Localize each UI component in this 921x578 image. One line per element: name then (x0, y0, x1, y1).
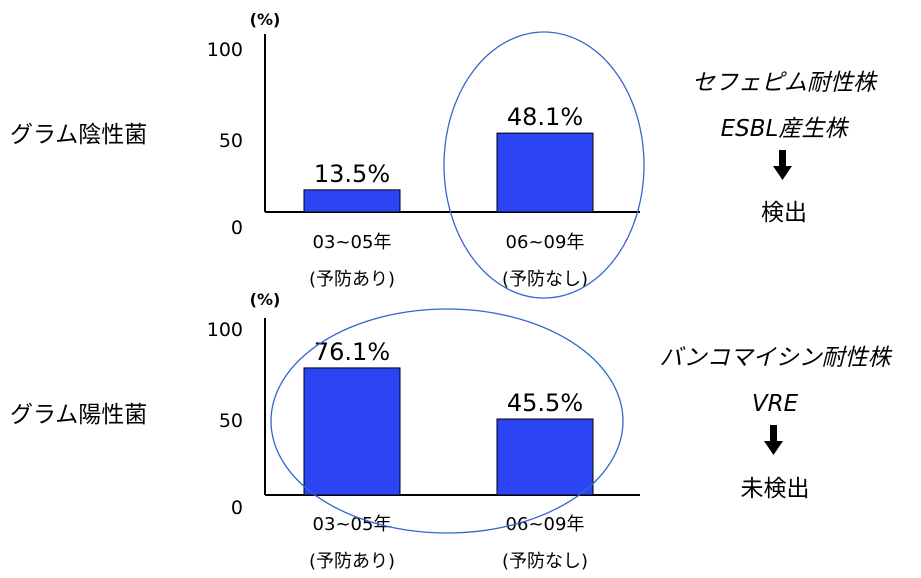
down-arrow-icon (773, 150, 792, 180)
y-tick-label: 100 (207, 39, 243, 61)
x-category-label: 03~05年 (313, 232, 392, 253)
annotation-result: 検出 (761, 200, 807, 226)
annotation-line2: VRE (752, 391, 799, 417)
y-unit-label: (%) (250, 10, 281, 29)
x-category-sublabel: (予防あり) (309, 269, 395, 290)
chart-gram-positive: グラム陽性菌 (%) 100 50 0 76.1% 45.5% 03~05年 (… (10, 290, 893, 572)
data-label: 48.1% (507, 103, 583, 131)
y-tick-label: 50 (219, 410, 243, 432)
y-tick-label: 100 (207, 319, 243, 341)
annotation-line1: セフェピム耐性株 (692, 70, 878, 96)
data-label: 76.1% (314, 338, 390, 366)
annotation-line1: バンコマイシン耐性株 (659, 345, 892, 371)
x-category-sublabel: (予防あり) (309, 551, 395, 572)
bar (496, 132, 594, 213)
y-tick-label: 0 (231, 217, 243, 239)
data-label: 45.5% (507, 389, 583, 417)
x-category-label: 06~09年 (506, 514, 585, 535)
y-tick-label: 50 (219, 130, 243, 152)
down-arrow-icon (764, 425, 783, 455)
group-label: グラム陽性菌 (10, 402, 147, 428)
bar (496, 418, 594, 496)
y-unit-label: (%) (250, 290, 281, 309)
bar (303, 367, 401, 496)
annotation-line2: ESBL産生株 (721, 116, 850, 142)
bar (303, 189, 401, 213)
x-category-sublabel: (予防なし) (502, 269, 588, 290)
y-tick-label: 0 (231, 497, 243, 519)
highlight-ellipse (270, 308, 624, 534)
x-category-label: 06~09年 (506, 232, 585, 253)
highlight-ellipse (443, 31, 645, 299)
x-category-label: 03~05年 (313, 514, 392, 535)
group-label: グラム陰性菌 (10, 122, 147, 148)
data-label: 13.5% (314, 160, 390, 188)
chart-gram-negative: グラム陰性菌 (%) 100 50 0 13.5% 48.1% 03~05年 (… (10, 10, 878, 299)
annotation-result: 未検出 (741, 476, 810, 502)
x-category-sublabel: (予防なし) (502, 551, 588, 572)
